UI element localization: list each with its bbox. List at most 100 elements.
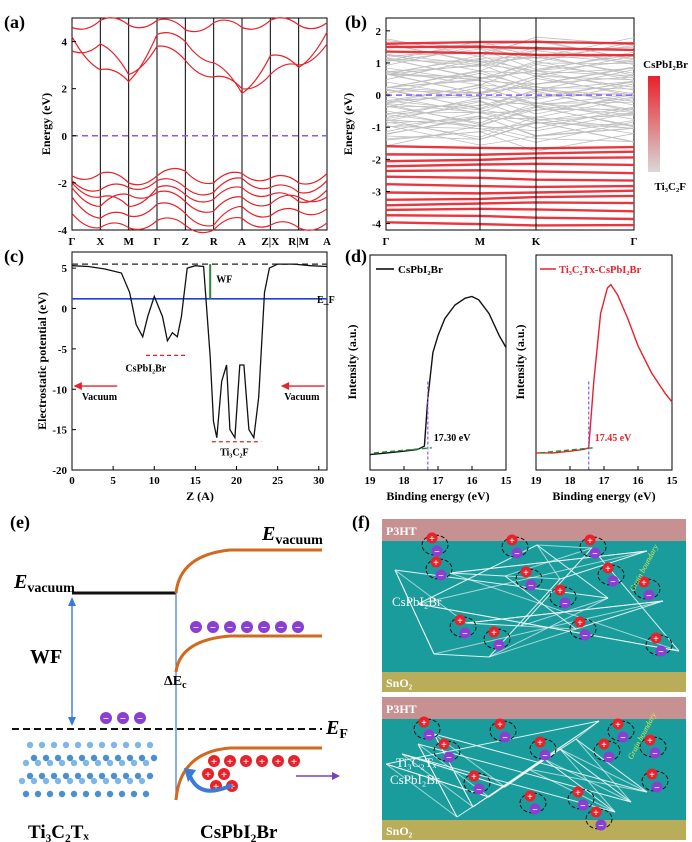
electron-icon xyxy=(643,589,655,601)
hole-sign: + xyxy=(577,618,583,629)
electron-icon xyxy=(493,639,505,651)
ti3c2tx-electron-icon-sign: − xyxy=(103,713,109,725)
lattice-atom xyxy=(94,790,102,798)
panel-d-xtick-label: 19 xyxy=(365,475,377,487)
panel-c-ti3c2f-label: Ti₃C₂F xyxy=(220,447,249,458)
f-bottom-p3ht xyxy=(382,697,686,719)
vb-hole-icon-sign: + xyxy=(227,756,233,768)
panel-b-band-grey xyxy=(385,55,635,77)
electron-icon xyxy=(649,747,661,759)
f-top-carriers: +−+−+−+− +−+−+− +−+− +−+−+− xyxy=(421,532,673,658)
electron-icon xyxy=(431,545,443,557)
electron-sign: − xyxy=(654,783,660,794)
electron-sign: − xyxy=(426,731,432,742)
panel-d: (d) 17.30 eV 17.45 eV 19 18 17 16 15 19 18 17 16… xyxy=(345,246,678,503)
grain-boundary-line xyxy=(559,748,632,803)
wf-arrow-head-up xyxy=(68,597,76,606)
hole-icon xyxy=(426,532,438,544)
grain-boundary-line xyxy=(394,569,609,599)
grain-boundary-line xyxy=(394,569,467,624)
hole-sign: + xyxy=(575,788,581,799)
cb-electron-icon xyxy=(292,621,304,633)
panel-b-ytick-label: 2 xyxy=(376,26,382,38)
panel-e: (e) Evacuum Evacuum WF − − − − − − − − − − ΔEc E… xyxy=(10,512,348,842)
label-cspbi2br: CsPbI₂Br xyxy=(200,822,278,842)
valence-band-curve xyxy=(174,746,322,801)
panel-b-xtick-label: Γ xyxy=(631,236,638,248)
vb-hole-icon xyxy=(256,755,268,767)
vb-hole-icon xyxy=(224,755,236,767)
panel-b-band-red xyxy=(385,156,635,163)
lattice-atom xyxy=(66,777,74,785)
panel-c-xtick-label: 15 xyxy=(190,475,202,487)
hole-icon xyxy=(438,738,450,750)
f-bottom-carriers: +−+−+−+−+−+−+−+−+−+−+−+− xyxy=(413,716,669,832)
cb-electron-icon xyxy=(190,621,202,633)
panel-b-band-red xyxy=(385,194,635,202)
vb-hole-icon-sign: + xyxy=(211,756,217,768)
lattice-atom xyxy=(62,772,70,780)
conduction-band-curve xyxy=(174,634,322,673)
hole-icon xyxy=(638,576,650,588)
hole-sign: + xyxy=(433,558,439,569)
vb-hole-icon xyxy=(202,768,214,780)
hole-icon xyxy=(598,738,610,750)
panel-a-ytick-label: 4 xyxy=(62,37,68,49)
lattice-atom xyxy=(130,790,138,798)
panel-b-band-red xyxy=(385,150,635,156)
electron-icon xyxy=(655,645,667,657)
vb-hole-icon-sign: + xyxy=(275,756,281,768)
panel-a-frame xyxy=(71,17,328,231)
panel-b-band-red xyxy=(385,45,635,52)
lattice-atom xyxy=(130,759,138,767)
grain-boundary-line xyxy=(449,572,506,577)
lattice-atom xyxy=(62,741,70,749)
electron-sign: − xyxy=(528,581,534,592)
hole-sign: + xyxy=(421,718,427,729)
hole-sign: + xyxy=(537,738,543,749)
hole-icon xyxy=(572,786,584,798)
hole-icon xyxy=(584,534,596,546)
panel-b-band-grey xyxy=(385,51,635,72)
lattice-atom xyxy=(126,754,134,762)
lattice-atom xyxy=(98,772,106,780)
panel-b-ytick-label: 1 xyxy=(376,58,382,70)
hole-icon xyxy=(494,718,506,730)
lattice-atom xyxy=(114,754,122,762)
lattice-atom xyxy=(18,777,26,785)
vb-hole-icon xyxy=(272,755,284,767)
electron-icon xyxy=(607,575,619,587)
hole-sign: + xyxy=(441,740,447,751)
panel-b-band-grey xyxy=(385,55,635,75)
panel-b-band-grey xyxy=(385,45,635,66)
lattice-atom xyxy=(46,790,54,798)
grain-boundary-line xyxy=(536,544,593,549)
electron-icon xyxy=(617,731,629,743)
panel-b-band-grey xyxy=(385,97,635,118)
grain-boundary-line xyxy=(543,758,616,813)
panel-d1-ylabel: Intensity (a.u.) xyxy=(345,324,359,399)
panel-b-ytick-label: -4 xyxy=(372,219,382,231)
ti3c2tx-electron-icon-sign: − xyxy=(120,713,126,725)
grain-boundary-line xyxy=(488,597,609,658)
grain-boundary-line xyxy=(543,720,600,760)
electron-icon xyxy=(459,627,471,639)
lattice-atom xyxy=(54,754,62,762)
panel-a-xtick-label: A xyxy=(238,236,246,248)
panel-d1-xlabel: Binding energy (eV) xyxy=(386,489,489,503)
lattice-atom xyxy=(138,754,146,762)
electron-icon xyxy=(589,547,601,559)
panel-b-colorbar-top: CsPbI₂Br xyxy=(643,59,688,71)
vb-hole-icon-sign: + xyxy=(213,781,219,793)
panel-b-band-red xyxy=(385,175,635,182)
lattice-atom xyxy=(102,754,110,762)
panel-d-xtick-label: 18 xyxy=(399,475,411,487)
panel-b-band-grey xyxy=(385,60,635,81)
hole-sign: + xyxy=(647,736,653,747)
lattice-atom xyxy=(142,759,150,767)
delta-ec-label: ΔEc xyxy=(164,674,187,691)
panel-b-band-grey xyxy=(385,89,635,109)
hole-icon xyxy=(650,632,662,644)
panel-b-band-grey xyxy=(385,69,635,91)
